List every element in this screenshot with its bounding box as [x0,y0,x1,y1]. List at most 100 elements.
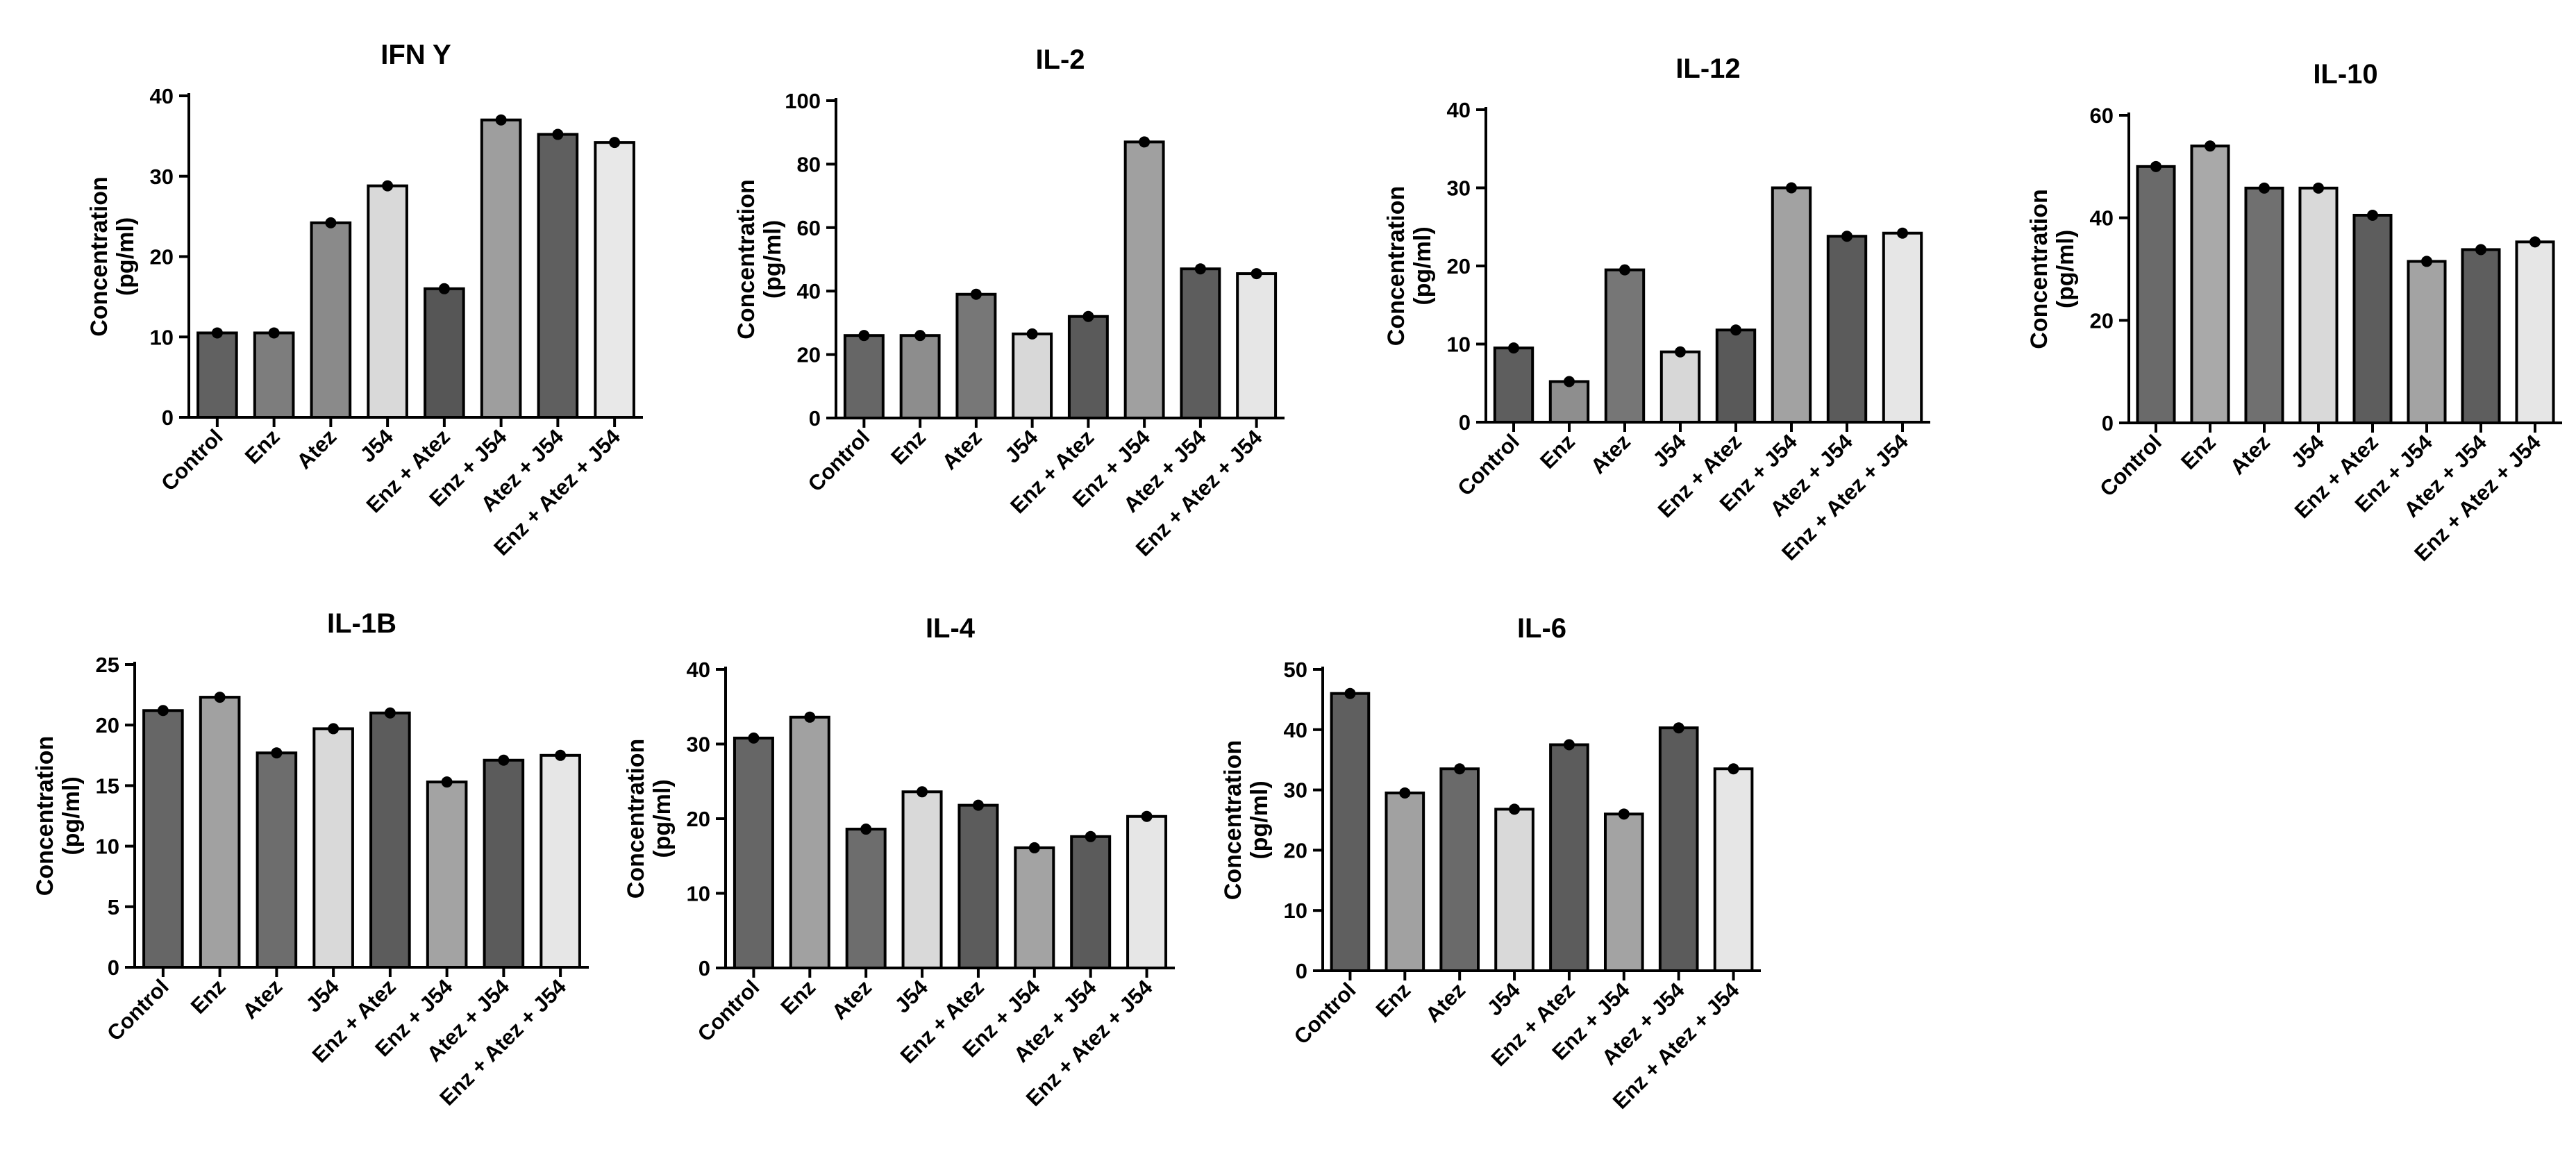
data-point [2367,209,2378,221]
x-category-label: Atez [827,975,876,1024]
chart-title: IFN Y [380,40,451,70]
y-tick-label: 15 [96,774,119,798]
y-axis-label-line: (pg/ml) [112,217,139,296]
bar-j54 [312,727,354,969]
y-tick-label: 60 [2090,103,2114,128]
x-category-label: Enz [240,424,285,469]
x-category-label: J54 [890,975,933,1018]
y-axis-label: Concentration(pg/ml) [1383,186,1436,346]
bar-control [2136,165,2176,424]
bar-j54 [1659,350,1701,424]
x-category-label: J54 [301,974,344,1017]
y-tick-label: 25 [96,653,119,677]
data-point [1509,803,1521,815]
y-tick-label: 30 [1447,176,1471,201]
bar-j54 [1012,332,1053,419]
x-category-label: Control [803,425,875,496]
data-point [1344,687,1356,699]
y-tick-label: 80 [797,152,821,176]
bar-enz-atez-j54 [1126,815,1168,970]
y-tick-label: 10 [150,325,174,349]
data-point [917,786,928,798]
x-category-label: J54 [1648,429,1691,472]
bar-enz [1548,380,1590,424]
data-point [1897,227,1908,239]
data-point [214,692,226,703]
bar-j54 [2298,186,2339,424]
y-tick-label: 10 [1284,899,1307,923]
data-point [2150,160,2161,172]
y-axis-label: Concentration(pg/ml) [32,736,85,896]
chart-il-1b: IL-1B Concentration(pg/ml) 0 5 10 15 20 25 Contr… [32,608,589,1110]
x-category-label: Control [1289,978,1361,1049]
data-point [211,327,223,339]
y-axis-label-line: (pg/ml) [1246,780,1273,859]
bar-atez-j54 [1070,835,1112,970]
chart-ifn-y: IFN Y Concentration(pg/ml) 0 10 20 30 40 Contro… [86,40,643,560]
bar-enz [789,715,830,970]
y-tick-label: 40 [1447,98,1471,122]
data-point [1139,136,1151,148]
bar-control [1493,346,1534,424]
y-tick-label: 100 [785,89,821,113]
y-axis-label: Concentration(pg/ml) [733,179,786,339]
data-point [1675,346,1686,358]
bar-atez-j54 [537,133,579,419]
bar-enz-atez [369,711,411,969]
y-tick-label: 0 [1459,410,1471,435]
data-point [157,705,169,717]
y-axis-label-line: Concentration [32,736,58,896]
bar-enz [1385,791,1425,972]
y-axis-label-line: (pg/ml) [2052,230,2079,308]
data-point [1508,342,1519,354]
bar-enz-atez [957,803,999,970]
y-tick-label: 5 [108,895,119,919]
data-point [1728,763,1739,775]
data-point [914,330,926,342]
data-point [1399,787,1411,799]
data-point [1454,763,1466,775]
chart-title: IL-2 [1035,44,1085,75]
x-category-label: Enz [776,975,821,1019]
x-category-label: Atez [1421,978,1470,1027]
data-point [2313,182,2324,194]
y-tick-label: 30 [150,165,174,189]
x-category-label: Enz [1535,429,1580,474]
y-tick-label: 20 [1447,254,1471,278]
data-point [495,114,507,126]
bar-enz [2190,144,2230,425]
y-tick-label: 40 [2090,206,2114,231]
data-point [1194,263,1206,275]
data-point [748,732,760,744]
data-point [1085,830,1096,842]
data-point [1619,264,1630,276]
y-tick-label: 0 [162,406,174,430]
data-point [271,747,283,759]
y-tick-label: 40 [797,279,821,303]
bar-j54 [1494,808,1534,972]
y-axis-label-line: Concentration [733,179,760,339]
y-tick-label: 20 [1284,838,1307,862]
data-point [2205,140,2216,152]
y-axis-label: Concentration(pg/ml) [1220,740,1273,900]
x-category-label: Atez [1586,429,1635,478]
x-category-label: Atez [937,425,987,474]
bar-enz-j54 [1771,186,1812,424]
bar-atez [310,221,352,419]
y-axis-label-line: (pg/ml) [1410,226,1436,305]
data-point [860,824,872,835]
data-point [498,754,510,766]
bar-atez [1439,767,1480,972]
bar-enz-atez-j54 [1236,272,1278,419]
y-tick-label: 0 [2102,411,2114,435]
x-category-label: Atez [237,974,287,1024]
bar-atez-j54 [1658,726,1699,973]
x-category-label: Enz [886,425,930,469]
y-axis-label-line: (pg/ml) [760,220,786,299]
y-tick-label: 30 [687,733,710,757]
bar-enz-atez-j54 [1882,231,1923,424]
data-point [970,288,982,300]
chart-title: IL-4 [926,613,976,644]
data-point [555,749,567,761]
